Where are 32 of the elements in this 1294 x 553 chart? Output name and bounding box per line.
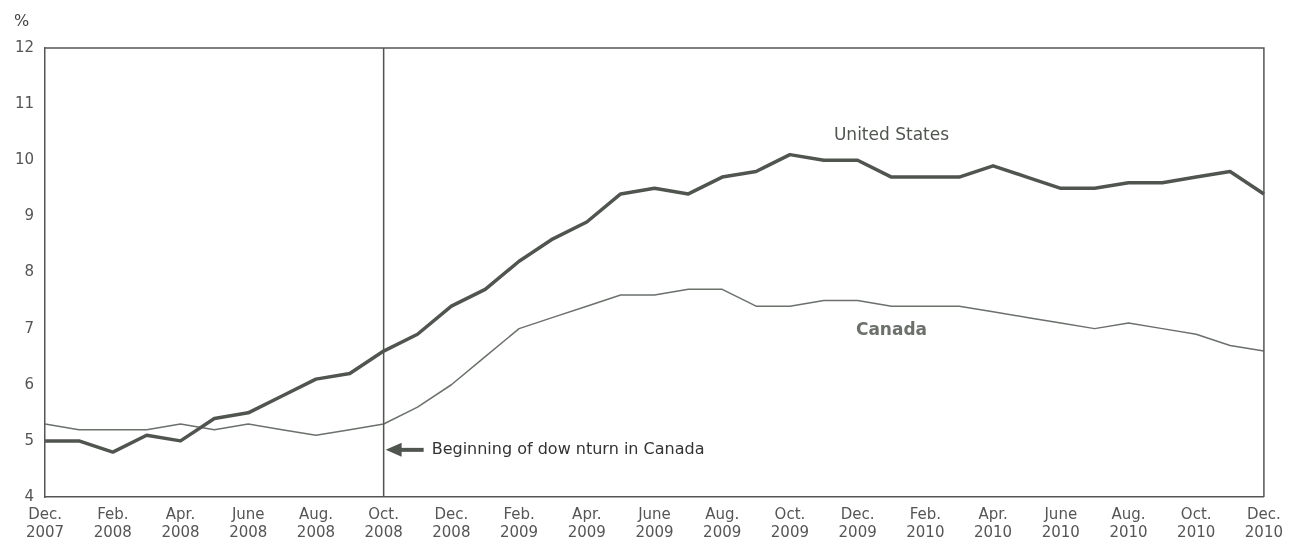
y-tick-label: 5 — [24, 430, 35, 449]
x-tick-label: Oct. 2008 — [364, 504, 403, 541]
x-tick-label: Dec. 2008 — [432, 504, 471, 541]
series-label: United States — [833, 123, 950, 144]
x-tick-label: Oct. 2009 — [770, 504, 810, 541]
y-tick-label: 12 — [14, 37, 35, 56]
x-tick-label: Dec. 2009 — [838, 504, 877, 541]
x-tick-label: Apr. 2009 — [567, 504, 606, 541]
x-tick-label: Feb. 2008 — [93, 504, 132, 541]
y-tick-label: 6 — [24, 374, 35, 393]
y-axis-title: % — [14, 11, 30, 31]
x-tick-label: Apr. 2010 — [973, 504, 1013, 541]
x-tick-label: June 2009 — [635, 504, 674, 541]
y-tick-label: 9 — [24, 206, 35, 225]
y-tick-label: 7 — [24, 318, 35, 337]
ref-line-label: Beginning of dow nturn in Canada — [431, 439, 705, 459]
x-tick-label: Aug. 2009 — [703, 504, 742, 541]
series-label: Canada — [855, 318, 928, 339]
x-tick-label: Feb. 2010 — [906, 504, 945, 541]
x-tick-label: Aug. 2010 — [1109, 504, 1148, 541]
x-tick-label: Dec. 2007 — [25, 504, 65, 541]
x-tick-label: Feb. 2009 — [499, 504, 539, 541]
x-tick-label: Dec. 2010 — [1244, 504, 1284, 541]
x-tick-label: June 2008 — [229, 504, 268, 541]
x-tick-label: Aug. 2008 — [296, 504, 336, 541]
x-tick-label: June 2010 — [1041, 504, 1080, 541]
y-tick-label: 4 — [24, 486, 35, 505]
x-tick-label: Apr. 2008 — [161, 504, 200, 541]
y-tick-label: 10 — [14, 150, 35, 169]
x-tick-label: Oct. 2010 — [1177, 504, 1216, 541]
y-tick-label: 11 — [14, 94, 35, 113]
y-tick-label: 8 — [24, 262, 35, 281]
